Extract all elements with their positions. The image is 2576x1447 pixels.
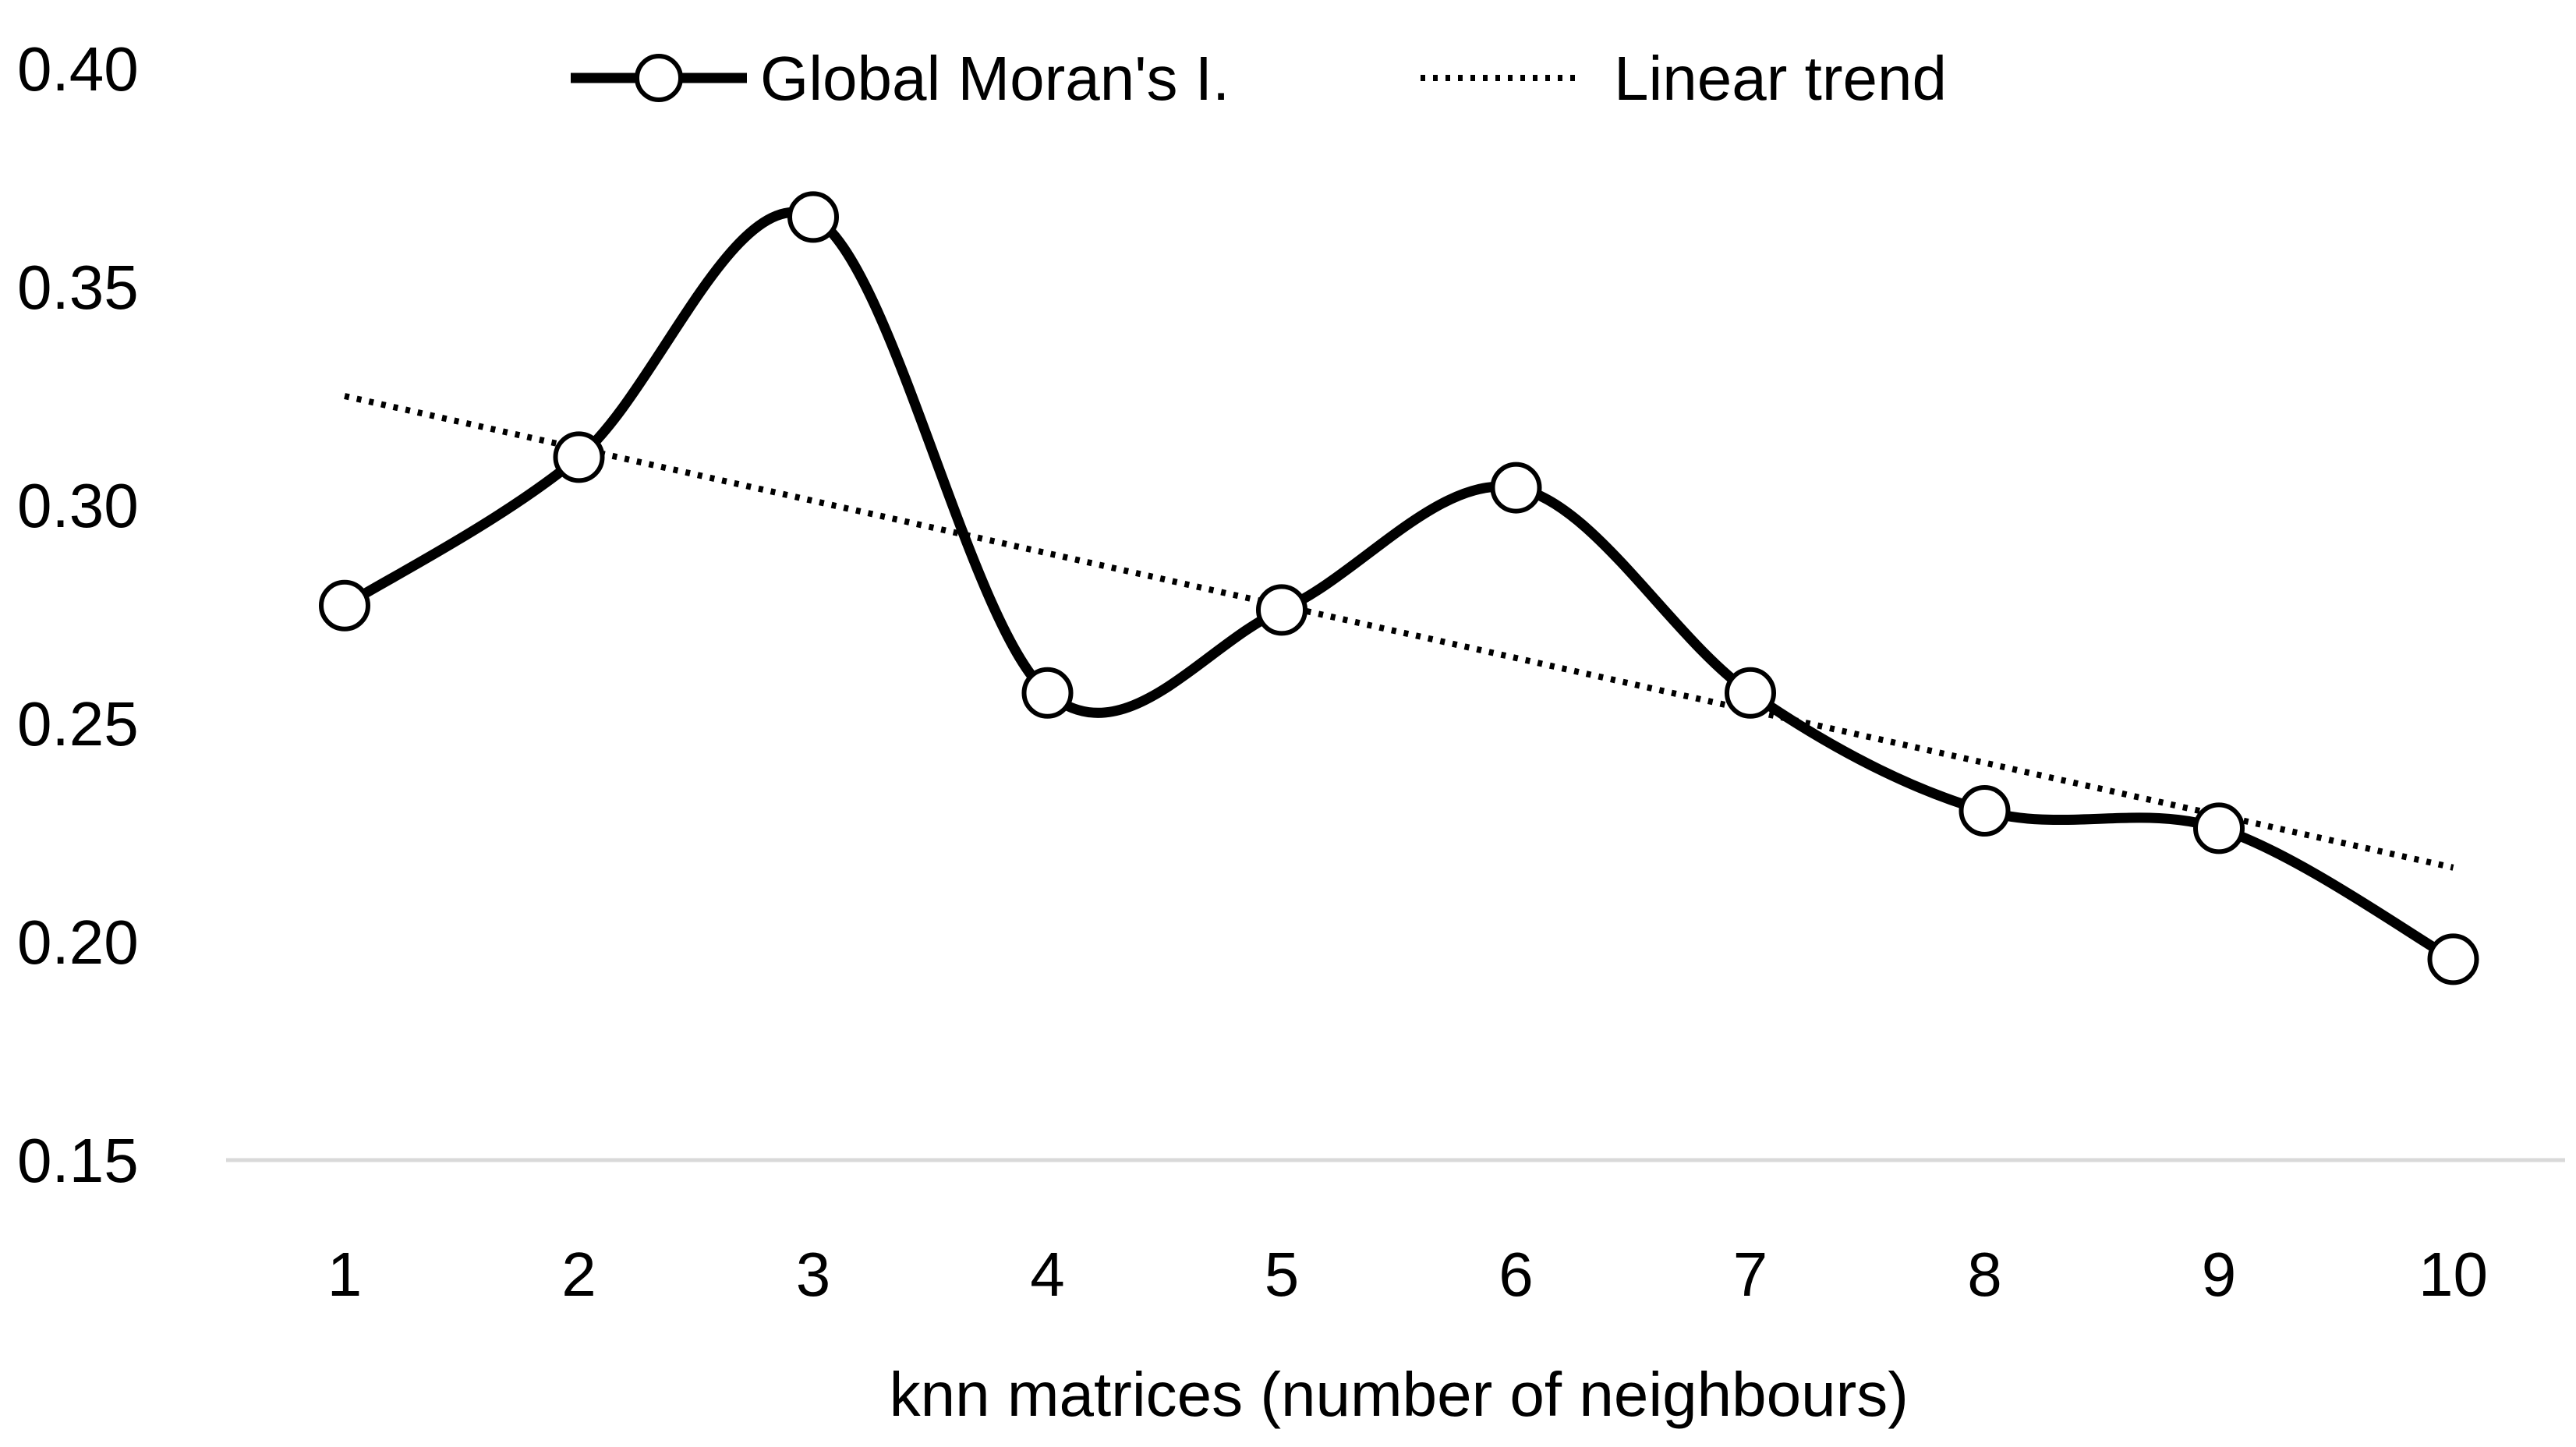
morans-i-point <box>1959 785 2011 837</box>
morans-i-markers <box>319 191 2479 985</box>
morans-i-point <box>1256 584 1307 636</box>
legend-label-linear-trend: Linear trend <box>1614 44 1947 113</box>
morans-i-point <box>2427 933 2479 985</box>
x-tick-label: 6 <box>1499 1240 1534 1309</box>
x-axis-tick-labels: 1 2 3 4 5 6 7 8 9 10 <box>327 1240 2488 1309</box>
legend-morans-i-swatch-marker <box>635 54 683 102</box>
y-tick-label: 0.35 <box>17 253 139 322</box>
x-tick-label: 10 <box>2419 1240 2488 1309</box>
morans-i-point <box>787 191 839 243</box>
morans-i-point <box>1021 667 1074 719</box>
x-tick-label: 7 <box>1733 1240 1768 1309</box>
morans-i-point <box>319 579 370 632</box>
legend-label-morans-i: Global Moran's I. <box>760 44 1230 113</box>
morans-i-point <box>553 431 605 483</box>
x-axis-title: knn matrices (number of neighbours) <box>890 1360 1909 1429</box>
y-tick-label: 0.30 <box>17 471 139 540</box>
y-tick-label: 0.25 <box>17 689 139 759</box>
x-tick-label: 8 <box>1967 1240 2002 1309</box>
x-tick-label: 2 <box>561 1240 596 1309</box>
x-tick-label: 9 <box>2202 1240 2237 1309</box>
y-tick-label: 0.20 <box>17 907 139 977</box>
y-axis-tick-labels: 0.15 0.20 0.25 0.30 0.35 0.40 <box>17 34 139 1195</box>
morans-i-line <box>341 207 2456 964</box>
morans-i-point <box>1725 667 1776 719</box>
linear-trend-line <box>344 393 2454 871</box>
morans-i-point <box>2193 802 2245 854</box>
x-tick-label: 3 <box>796 1240 831 1309</box>
x-tick-label: 4 <box>1030 1240 1065 1309</box>
morans-i-point <box>1490 462 1542 514</box>
y-tick-label: 0.40 <box>17 34 139 104</box>
y-tick-label: 0.15 <box>17 1126 139 1195</box>
x-tick-label: 1 <box>327 1240 363 1309</box>
x-tick-label: 5 <box>1265 1240 1300 1309</box>
legend: Global Moran's I. Linear trend <box>571 44 1947 113</box>
